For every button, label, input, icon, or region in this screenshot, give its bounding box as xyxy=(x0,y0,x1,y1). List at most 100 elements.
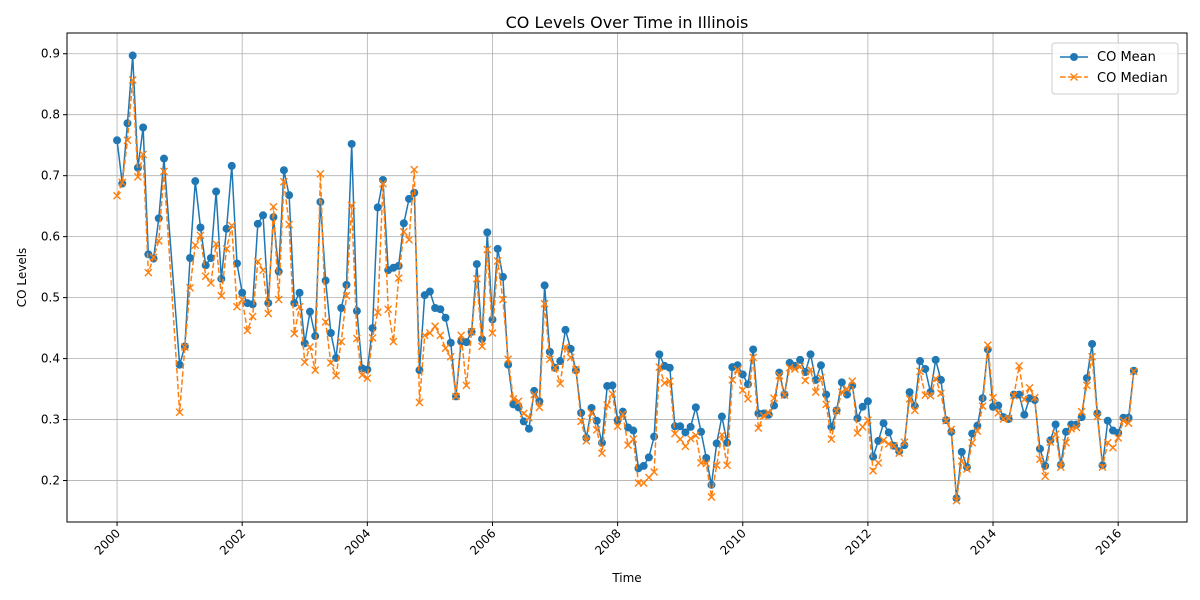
data-point-co-mean xyxy=(592,416,601,425)
data-point-co-median xyxy=(326,358,335,367)
data-point-co-mean xyxy=(968,429,977,438)
data-point-co-median xyxy=(253,257,262,266)
data-point-co-median xyxy=(321,318,330,327)
data-point-co-median xyxy=(1004,414,1013,423)
data-point-co-mean xyxy=(540,281,549,290)
data-point-co-median xyxy=(910,406,919,415)
data-point-co-mean xyxy=(488,315,497,324)
plot-frame xyxy=(66,32,1188,523)
data-point-co-median xyxy=(681,442,690,451)
data-point-co-mean xyxy=(326,328,335,337)
data-point-co-median xyxy=(300,358,309,367)
data-point-co-median xyxy=(968,438,977,447)
data-point-co-median xyxy=(524,413,533,422)
data-point-co-median xyxy=(154,236,163,245)
data-point-co-median xyxy=(363,374,372,383)
data-point-co-mean xyxy=(843,390,852,399)
data-point-co-mean xyxy=(1062,427,1071,436)
data-point-co-mean xyxy=(1088,339,1097,348)
data-point-co-mean xyxy=(806,350,815,359)
data-point-co-median xyxy=(227,221,236,230)
data-point-co-median xyxy=(457,331,466,340)
data-point-co-median xyxy=(483,245,492,254)
data-point-co-median xyxy=(186,283,195,292)
data-point-co-median xyxy=(332,371,341,380)
data-point-co-mean xyxy=(139,123,148,132)
data-point-co-mean xyxy=(259,211,268,220)
data-point-co-median xyxy=(311,366,320,375)
data-point-co-mean xyxy=(483,228,492,237)
data-point-co-mean xyxy=(655,350,664,359)
data-point-co-mean xyxy=(186,253,195,262)
data-point-co-median xyxy=(780,391,789,400)
data-point-co-median xyxy=(926,391,935,400)
data-point-co-median xyxy=(347,201,356,210)
data-point-co-mean xyxy=(879,419,888,428)
data-point-co-mean xyxy=(373,203,382,212)
data-point-co-mean xyxy=(425,287,434,296)
data-point-co-median xyxy=(196,231,205,240)
data-point-co-median xyxy=(1072,423,1081,432)
data-point-co-median xyxy=(1077,407,1086,416)
data-point-co-median xyxy=(405,235,414,244)
data-point-co-median xyxy=(368,333,377,342)
data-point-co-median xyxy=(191,241,200,250)
data-point-co-median xyxy=(394,274,403,283)
data-point-co-median xyxy=(686,434,695,443)
y-tick-label: 0.8 xyxy=(41,108,60,122)
data-point-co-mean xyxy=(1046,436,1055,445)
data-point-co-median xyxy=(983,341,992,350)
data-point-co-mean xyxy=(837,378,846,387)
data-point-co-mean xyxy=(295,288,304,297)
data-point-co-median xyxy=(822,400,831,409)
data-point-co-median xyxy=(1009,391,1018,400)
data-point-co-mean xyxy=(697,427,706,436)
data-point-co-median xyxy=(290,329,299,338)
data-point-co-median xyxy=(931,374,940,383)
data-point-co-median xyxy=(467,327,476,336)
series-group xyxy=(113,51,1138,505)
data-point-co-median xyxy=(1108,443,1117,452)
data-point-co-median xyxy=(832,407,841,416)
data-point-co-median xyxy=(431,322,440,331)
data-point-co-median xyxy=(1088,352,1097,361)
data-point-co-mean xyxy=(676,422,685,431)
data-point-co-mean xyxy=(686,422,695,431)
data-point-co-mean xyxy=(561,325,570,334)
data-point-co-median xyxy=(1030,393,1039,402)
data-point-co-median xyxy=(879,436,888,445)
data-point-co-median xyxy=(373,308,382,317)
data-point-co-mean xyxy=(1082,374,1091,383)
data-point-co-mean xyxy=(191,177,200,186)
legend-box xyxy=(1051,42,1179,95)
data-point-co-median xyxy=(337,337,346,346)
data-point-co-mean xyxy=(248,300,257,309)
legend-marker-co-mean xyxy=(1070,53,1078,61)
grid xyxy=(67,33,1187,522)
data-point-co-mean xyxy=(796,355,805,364)
data-point-co-median xyxy=(816,373,825,382)
data-point-co-mean xyxy=(441,313,450,322)
data-point-co-median xyxy=(843,385,852,394)
data-point-co-median xyxy=(478,342,487,351)
data-point-co-median xyxy=(113,191,122,200)
data-point-co-median xyxy=(973,427,982,436)
data-point-co-mean xyxy=(290,299,299,308)
data-point-co-median xyxy=(874,458,883,467)
data-point-co-mean xyxy=(222,224,231,233)
data-point-co-median xyxy=(942,416,951,425)
data-point-co-mean xyxy=(650,432,659,441)
data-point-co-median xyxy=(749,353,758,362)
data-point-co-median xyxy=(238,295,247,304)
data-point-co-median xyxy=(801,376,810,385)
data-point-co-median xyxy=(655,363,664,372)
legend: CO Mean CO Median xyxy=(1051,42,1179,95)
data-point-co-mean xyxy=(352,307,361,316)
data-point-co-median xyxy=(352,334,361,343)
data-point-co-median xyxy=(676,435,685,444)
data-point-co-median xyxy=(420,331,429,340)
data-point-co-mean xyxy=(227,161,236,170)
data-point-co-median xyxy=(462,381,471,390)
data-point-co-median xyxy=(608,389,617,398)
